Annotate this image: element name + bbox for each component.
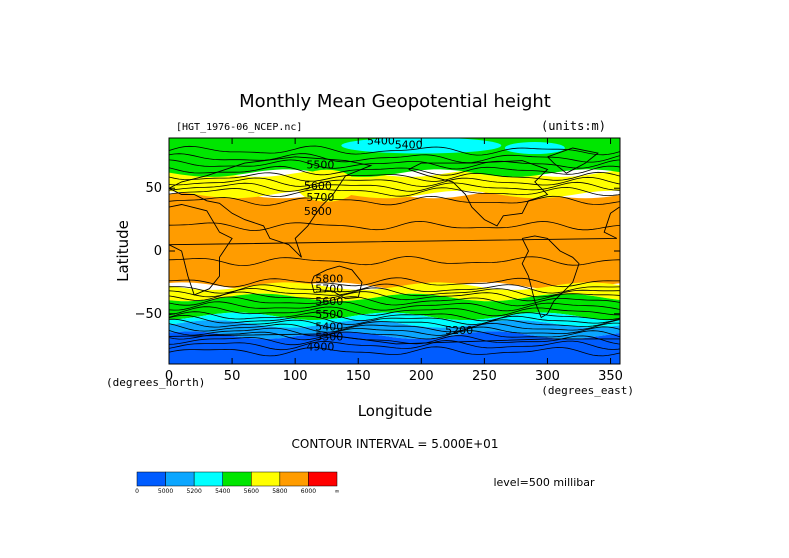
coastline bbox=[547, 147, 599, 174]
contour-line bbox=[169, 306, 620, 317]
contour-label: 5400 bbox=[395, 138, 423, 151]
chart-title: Monthly Mean Geopotential height bbox=[239, 91, 551, 112]
contour-line bbox=[169, 314, 620, 325]
contour-line bbox=[169, 311, 620, 322]
contour-lines bbox=[169, 145, 620, 357]
north-low-cyan-2 bbox=[504, 142, 565, 155]
contour-label: 5800 bbox=[304, 205, 332, 218]
x-axis: 0 50 100 150 200 250 300 350 bbox=[165, 138, 623, 384]
contour-line bbox=[169, 195, 620, 206]
x-tick-label: 350 bbox=[598, 369, 623, 384]
contour-line bbox=[169, 318, 620, 329]
contour-line bbox=[169, 256, 620, 267]
coastlines bbox=[169, 147, 620, 345]
plot-area: 5400 540055005600570058005800570056005500… bbox=[169, 135, 620, 364]
contour-line bbox=[169, 159, 620, 170]
contour-line bbox=[169, 346, 620, 357]
coastline bbox=[169, 333, 620, 345]
contour-label: 5600 bbox=[315, 295, 343, 308]
contour-line bbox=[169, 277, 620, 288]
coastline bbox=[408, 160, 549, 227]
colorbar-swatch bbox=[165, 471, 195, 487]
colorbar-label: 5600 bbox=[244, 488, 259, 495]
colorbar-label: 5400 bbox=[215, 488, 230, 495]
dataset-label: [HGT_1976-06_NCEP.nc] bbox=[176, 122, 302, 133]
y-axis: 50 0 −50 bbox=[135, 181, 620, 322]
x-tick-label: 50 bbox=[224, 369, 241, 384]
colorbar-swatch bbox=[222, 471, 252, 487]
x-tick-label: 0 bbox=[165, 369, 173, 384]
contour-line bbox=[169, 301, 620, 312]
colorbar-label: 5800 bbox=[272, 488, 287, 495]
level-text: level=500 millibar bbox=[493, 476, 595, 489]
contour-label: 5300 bbox=[315, 330, 343, 343]
units-label: (units:m) bbox=[541, 119, 606, 133]
x-tick-label: 150 bbox=[346, 369, 371, 384]
y-tick-label: 0 bbox=[154, 244, 162, 259]
colorbar-label: 5000 bbox=[158, 488, 173, 495]
contour-line bbox=[169, 171, 620, 182]
colorbar-swatch bbox=[193, 471, 223, 487]
contour-line bbox=[169, 145, 620, 156]
colorbar-swatch bbox=[251, 471, 281, 487]
colorbar-swatch bbox=[308, 471, 338, 487]
y-tick-label: −50 bbox=[135, 307, 162, 322]
coastline bbox=[169, 156, 373, 258]
contour-line bbox=[169, 287, 620, 298]
contour-line bbox=[169, 340, 620, 351]
north-low-cyan bbox=[341, 138, 502, 154]
x-tick-label: 300 bbox=[535, 369, 560, 384]
contour-interval-text: CONTOUR INTERVAL = 5.000E+01 bbox=[292, 437, 499, 451]
contour-line bbox=[169, 181, 620, 192]
contour-line bbox=[169, 176, 620, 187]
contour-line bbox=[169, 186, 620, 198]
contour-labels: 5400 540055005600570058005800570056005500… bbox=[304, 135, 473, 353]
contour-label: 5600 bbox=[304, 180, 332, 193]
y-unit-label: (degrees_north) bbox=[106, 376, 205, 389]
colorbar-swatch bbox=[136, 471, 166, 487]
colorbar: 0 5000 5200 5400 5600 5800 6000 ∞ bbox=[135, 471, 340, 495]
contour-line bbox=[169, 291, 620, 302]
contour-label: 5800 bbox=[315, 273, 343, 286]
contour-line bbox=[169, 330, 620, 341]
band-green-s bbox=[169, 293, 620, 321]
contour-label: 5400 bbox=[315, 320, 343, 333]
north-yellow-tongue bbox=[296, 169, 357, 202]
x-axis-label: Longitude bbox=[358, 402, 433, 420]
contour-line bbox=[169, 326, 620, 337]
contour-label: 5700 bbox=[306, 191, 334, 204]
y-axis-label: Latitude bbox=[114, 220, 132, 282]
colorbar-label: ∞ bbox=[335, 488, 340, 495]
contour-line bbox=[169, 335, 620, 346]
band-orange bbox=[169, 190, 620, 290]
contour-line bbox=[169, 220, 620, 231]
contour-line bbox=[169, 283, 620, 294]
contour-label: 5500 bbox=[315, 308, 343, 321]
contour-line bbox=[169, 296, 620, 307]
contour-line bbox=[169, 165, 620, 176]
contour-label: 5200 bbox=[445, 324, 473, 337]
coastline bbox=[169, 204, 620, 296]
contour-label: 5400 bbox=[367, 135, 395, 148]
x-tick-label: 100 bbox=[283, 369, 308, 384]
y-tick-label: 50 bbox=[145, 181, 162, 196]
x-unit-label: (degrees_east) bbox=[541, 384, 634, 397]
colorbar-label: 5200 bbox=[187, 488, 202, 495]
contour-line bbox=[169, 322, 620, 333]
coastline bbox=[521, 235, 580, 319]
contour-label: 4900 bbox=[306, 340, 334, 353]
coastline bbox=[311, 265, 363, 300]
x-tick-label: 250 bbox=[472, 369, 497, 384]
x-tick-label: 200 bbox=[409, 369, 434, 384]
contour-label: 5500 bbox=[306, 158, 334, 171]
colorbar-label: 0 bbox=[135, 488, 139, 495]
contour-label: 5700 bbox=[315, 283, 343, 296]
colorbar-label: 6000 bbox=[301, 488, 316, 495]
colorbar-swatch bbox=[279, 471, 309, 487]
